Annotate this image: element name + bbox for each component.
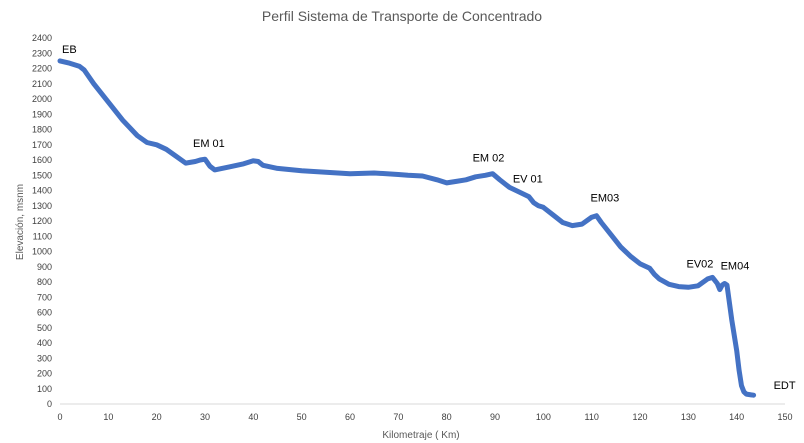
- x-tick-label: 90: [490, 412, 500, 422]
- y-tick-label: 1000: [32, 247, 52, 257]
- y-tick-label: 800: [37, 277, 52, 287]
- y-tick-label: 1800: [32, 125, 52, 135]
- y-axis-ticks: 0 100 200 300 400 500 600 700 800 900 1000 1100 1200…: [32, 33, 52, 409]
- series-line-elevation: [57, 58, 757, 398]
- y-tick-label: 2000: [32, 94, 52, 104]
- x-tick-label: 40: [248, 412, 258, 422]
- x-tick-label: 150: [777, 412, 792, 422]
- y-tick-label: 2100: [32, 79, 52, 89]
- y-tick-label: 1600: [32, 155, 52, 165]
- x-tick-label: 140: [729, 412, 744, 422]
- y-tick-label: 1100: [33, 231, 52, 241]
- y-tick-label: 400: [37, 338, 52, 348]
- y-tick-label: 300: [37, 353, 52, 363]
- y-tick-label: 600: [37, 308, 52, 318]
- y-tick-label: 1400: [32, 186, 52, 196]
- x-tick-label: 30: [200, 412, 210, 422]
- y-tick-label: 2400: [32, 33, 52, 43]
- y-tick-label: 0: [47, 399, 52, 409]
- y-tick-label: 1500: [32, 170, 52, 180]
- annotation-label: EM03: [591, 193, 620, 205]
- annotation-label: EM 01: [193, 138, 225, 150]
- x-tick-label: 100: [536, 412, 551, 422]
- x-tick-label: 50: [297, 412, 307, 422]
- y-axis-label: Elevación, msnm: [15, 184, 26, 260]
- x-axis-ticks: 0 10 20 30 40 50 60 70 80 90 100 110 120 130 140 150: [57, 412, 792, 422]
- x-tick-label: 110: [584, 412, 598, 422]
- annotations: EB EM 01 EM 02 EV 01 EM03 EV02 EM04 EDT: [62, 44, 796, 392]
- annotation-label: EB: [62, 44, 77, 56]
- annotation-label: EDT: [774, 380, 796, 392]
- annotation-label: EM04: [721, 261, 750, 273]
- y-tick-label: 2200: [32, 64, 52, 74]
- x-tick-label: 0: [57, 412, 62, 422]
- y-tick-label: 100: [37, 384, 52, 394]
- annotation-label: EV 01: [513, 174, 543, 186]
- y-tick-label: 500: [37, 323, 52, 333]
- x-tick-label: 80: [442, 412, 452, 422]
- y-tick-label: 1300: [32, 201, 52, 211]
- x-axis-label: Kilometraje ( Km): [382, 430, 459, 441]
- x-tick-label: 120: [632, 412, 647, 422]
- y-tick-label: 700: [37, 292, 52, 302]
- x-tick-label: 10: [103, 412, 113, 422]
- x-tick-label: 20: [152, 412, 162, 422]
- y-tick-label: 900: [37, 262, 52, 272]
- chart-title: Perfil Sistema de Transporte de Concentr…: [262, 8, 542, 24]
- x-tick-label: 130: [681, 412, 696, 422]
- x-tick-label: 70: [393, 412, 403, 422]
- annotation-label: EV02: [687, 258, 714, 270]
- y-tick-label: 1200: [32, 216, 52, 226]
- x-tick-label: 60: [345, 412, 355, 422]
- annotation-label: EM 02: [473, 153, 505, 165]
- y-tick-label: 1700: [32, 140, 52, 150]
- y-tick-label: 200: [37, 369, 52, 379]
- y-tick-label: 1900: [32, 109, 52, 119]
- y-tick-label: 2300: [32, 48, 52, 58]
